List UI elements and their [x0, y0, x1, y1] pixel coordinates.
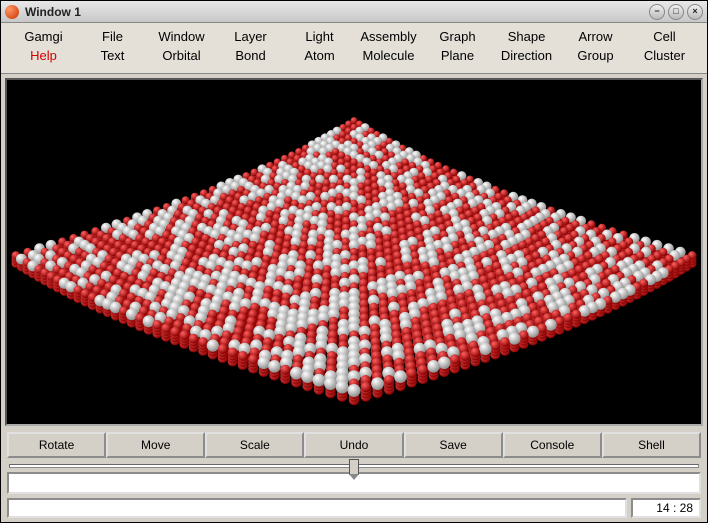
menu-arrow[interactable]: Arrow: [561, 27, 630, 46]
menu-assembly[interactable]: Assembly: [354, 27, 423, 46]
menu-text[interactable]: Text: [78, 46, 147, 65]
menubar: GamgiFileWindowLayerLightAssemblyGraphSh…: [1, 23, 707, 74]
menu-atom[interactable]: Atom: [285, 46, 354, 65]
menu-graph[interactable]: Graph: [423, 27, 492, 46]
shell-button[interactable]: Shell: [602, 432, 701, 458]
titlebar: Window 1 − □ ×: [1, 1, 707, 23]
menu-window[interactable]: Window: [147, 27, 216, 46]
window-title: Window 1: [25, 5, 649, 19]
menu-plane[interactable]: Plane: [423, 46, 492, 65]
scale-button[interactable]: Scale: [205, 432, 304, 458]
undo-button[interactable]: Undo: [304, 432, 403, 458]
menu-cluster[interactable]: Cluster: [630, 46, 699, 65]
maximize-button[interactable]: □: [668, 4, 684, 20]
minimize-button[interactable]: −: [649, 4, 665, 20]
statusbar: 14 : 28: [1, 496, 707, 522]
menu-shape[interactable]: Shape: [492, 27, 561, 46]
app-icon: [5, 5, 19, 19]
status-message: [7, 498, 627, 518]
menu-orbital[interactable]: Orbital: [147, 46, 216, 65]
menu-gamgi[interactable]: Gamgi: [9, 27, 78, 46]
menu-group[interactable]: Group: [561, 46, 630, 65]
console-button[interactable]: Console: [503, 432, 602, 458]
menu-layer[interactable]: Layer: [216, 27, 285, 46]
slider-track[interactable]: [9, 464, 699, 468]
status-time: 14 : 28: [631, 498, 701, 518]
menu-cell[interactable]: Cell: [630, 27, 699, 46]
slider-row: [1, 460, 707, 470]
save-button[interactable]: Save: [404, 432, 503, 458]
move-button[interactable]: Move: [106, 432, 205, 458]
menu-bond[interactable]: Bond: [216, 46, 285, 65]
close-button[interactable]: ×: [687, 4, 703, 20]
menu-direction[interactable]: Direction: [492, 46, 561, 65]
rotate-button[interactable]: Rotate: [7, 432, 106, 458]
bottom-toolbar: Rotate Move Scale Undo Save Console Shel…: [1, 430, 707, 460]
menu-light[interactable]: Light: [285, 27, 354, 46]
menu-molecule[interactable]: Molecule: [354, 46, 423, 65]
menu-file[interactable]: File: [78, 27, 147, 46]
slider-thumb[interactable]: [349, 459, 359, 475]
viewport-3d[interactable]: [5, 78, 703, 426]
menu-help[interactable]: Help: [9, 46, 78, 65]
